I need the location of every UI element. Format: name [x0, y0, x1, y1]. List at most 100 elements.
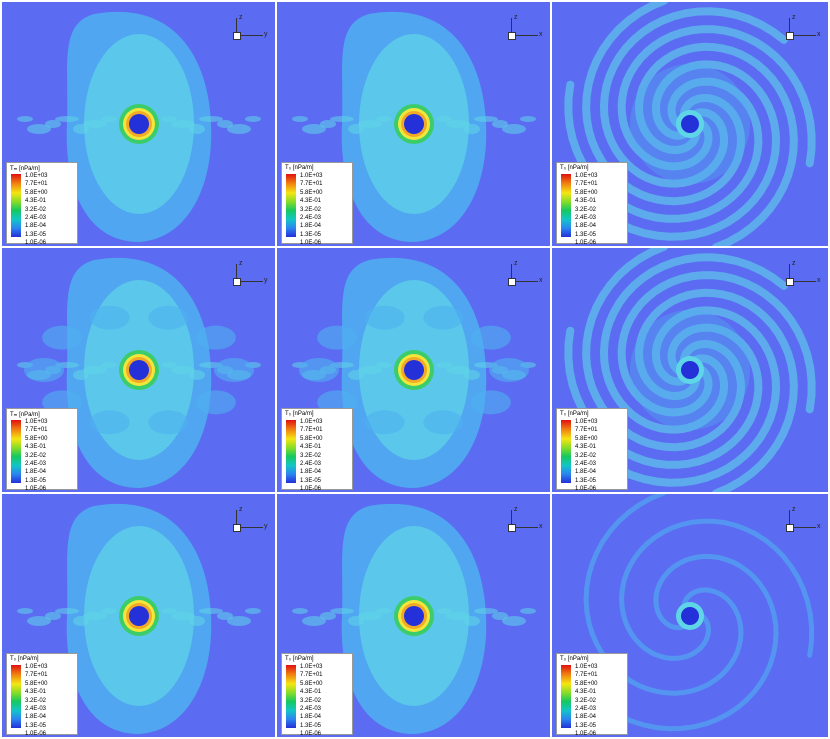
- legend-title: T₀ [nPa/m]: [285, 165, 314, 171]
- legend-tick-label: 1.0E-06: [25, 731, 47, 737]
- legend-ticks: 1.0E+03 7.7E+01 5.8E+00 4.3E-01 3.2E-02 2.4E-…: [300, 172, 323, 246]
- legend-tick-label: 1.3E-05: [575, 477, 597, 484]
- axis-origin-box: [508, 524, 516, 532]
- axis-z-line: [236, 18, 237, 32]
- legend-colorbar: [11, 174, 21, 237]
- legend-title: T₀ [nPa/m]: [560, 411, 589, 417]
- legend-title: T₀ [nPa/m]: [560, 165, 589, 171]
- color-legend-r2c1: Tₘ [nPa/m] 1.0E+03 7.7E+01 5.8E+00 4.3E-01 3.…: [6, 408, 78, 492]
- axis-z-label: z: [792, 14, 796, 21]
- legend-ticks: 1.0E+03 7.7E+01 5.8E+00 4.3E-01 3.2E-02 2.4E-…: [575, 663, 598, 737]
- legend-tick-label: 1.8E-04: [300, 469, 322, 476]
- legend-tick-label: 1.3E-05: [300, 231, 322, 238]
- axis-origin-box: [786, 278, 794, 286]
- legend-tick-label: 7.7E+01: [300, 427, 323, 434]
- axis-horizontal-label: y: [264, 277, 268, 284]
- legend-tick-label: 7.7E+01: [300, 672, 323, 679]
- legend-tick-label: 1.3E-05: [575, 722, 597, 729]
- legend-tick-label: 7.7E+01: [575, 427, 598, 434]
- legend-tick-label: 1.8E-04: [575, 714, 597, 721]
- legend-tick-label: 1.8E-04: [575, 223, 597, 230]
- plot-panel-r1c1: z y Tₘ [nPa/m] 1.0E+03 7.7E+01 5.8E+00 4.3E-01…: [2, 2, 275, 246]
- legend-tick-label: 3.2E-02: [25, 206, 47, 213]
- axis-h-line: [794, 35, 816, 36]
- plot-panel-r3c2: z x T₀ [nPa/m] 1.0E+03 7.7E+01 5.8E+00 4.3E-01…: [277, 494, 550, 737]
- legend-tick-label: 4.3E-01: [575, 198, 597, 205]
- axis-z-line: [789, 18, 790, 32]
- axis-origin-box: [233, 524, 241, 532]
- axis-horizontal-label: x: [817, 277, 821, 284]
- plot-panel-r2c1: z y Tₘ [nPa/m] 1.0E+03 7.7E+01 5.8E+00 4.3E-01…: [2, 248, 275, 492]
- axis-origin-box: [786, 524, 794, 532]
- field-plot-r3c1: [2, 494, 275, 737]
- plot-panel-r3c3: z x T₀ [nPa/m] 1.0E+03 7.7E+01 5.8E+00 4.3E-01…: [552, 494, 828, 737]
- legend-tick-label: 1.3E-05: [25, 231, 47, 238]
- axis-h-line: [516, 35, 538, 36]
- legend-colorbar: [286, 665, 296, 728]
- legend-title: Tₘ [nPa/m]: [10, 166, 40, 172]
- legend-ticks: 1.0E+03 7.7E+01 5.8E+00 4.3E-01 3.2E-02 2.4E-…: [300, 418, 323, 492]
- legend-tick-label: 1.0E+03: [300, 664, 323, 670]
- axis-z-line: [789, 264, 790, 278]
- legend-tick-label: 2.4E-03: [575, 461, 597, 468]
- legend-tick-label: 1.8E-04: [300, 714, 322, 721]
- field-plot-r1c3: [552, 2, 828, 246]
- legend-tick-label: 1.8E-04: [300, 223, 322, 230]
- axis-origin-box: [233, 32, 241, 40]
- color-legend-r3c1: T₀ [nPa/m] 1.0E+03 7.7E+01 5.8E+00 4.3E-01 3.…: [6, 653, 78, 737]
- legend-tick-label: 2.4E-03: [575, 215, 597, 222]
- field-plot-r3c2: [277, 494, 550, 737]
- axis-origin-box: [508, 278, 516, 286]
- legend-tick-label: 7.7E+01: [575, 181, 598, 188]
- legend-tick-label: 1.8E-04: [25, 223, 47, 230]
- axis-horizontal-label: x: [817, 31, 821, 38]
- legend-title: T₀ [nPa/m]: [10, 656, 39, 662]
- axis-h-line: [241, 281, 263, 282]
- legend-title: T₀ [nPa/m]: [285, 656, 314, 662]
- legend-tick-label: 3.2E-02: [300, 452, 322, 459]
- axis-z-line: [789, 510, 790, 524]
- legend-colorbar: [11, 665, 21, 728]
- color-legend-r1c3: T₀ [nPa/m] 1.0E+03 7.7E+01 5.8E+00 4.3E-01 3.…: [556, 162, 628, 246]
- legend-tick-label: 2.4E-03: [575, 706, 597, 713]
- legend-tick-label: 5.8E+00: [575, 435, 598, 442]
- legend-tick-label: 2.4E-03: [300, 706, 322, 713]
- axis-z-line: [236, 264, 237, 278]
- legend-tick-label: 4.3E-01: [25, 689, 47, 696]
- legend-tick-label: 1.3E-05: [300, 477, 322, 484]
- field-plot-r1c1: [2, 2, 275, 246]
- legend-tick-label: 1.0E-06: [25, 486, 47, 492]
- legend-colorbar: [11, 420, 21, 483]
- legend-tick-label: 4.3E-01: [575, 444, 597, 451]
- axis-origin-box: [233, 278, 241, 286]
- legend-tick-label: 1.0E-06: [575, 486, 597, 492]
- plot-panel-r1c2: z x T₀ [nPa/m] 1.0E+03 7.7E+01 5.8E+00 4.3E-01…: [277, 2, 550, 246]
- legend-tick-label: 4.3E-01: [575, 689, 597, 696]
- legend-title: T₀ [nPa/m]: [560, 656, 589, 662]
- legend-tick-label: 2.4E-03: [25, 461, 47, 468]
- legend-tick-label: 5.8E+00: [575, 680, 598, 687]
- legend-tick-label: 5.8E+00: [575, 189, 598, 196]
- legend-tick-label: 4.3E-01: [25, 444, 47, 451]
- legend-tick-label: 1.8E-04: [575, 469, 597, 476]
- legend-tick-label: 3.2E-02: [575, 206, 597, 213]
- legend-tick-label: 3.2E-02: [25, 697, 47, 704]
- legend-tick-label: 5.8E+00: [25, 680, 48, 687]
- legend-colorbar: [561, 665, 571, 728]
- legend-tick-label: 7.7E+01: [25, 181, 48, 188]
- legend-ticks: 1.0E+03 7.7E+01 5.8E+00 4.3E-01 3.2E-02 2.4E-…: [25, 663, 48, 737]
- legend-tick-label: 1.3E-05: [25, 477, 47, 484]
- legend-tick-label: 1.8E-04: [25, 469, 47, 476]
- axis-horizontal-label: x: [817, 523, 821, 530]
- plot-panel-r2c3: z x T₀ [nPa/m] 1.0E+03 7.7E+01 5.8E+00 4.3E-01…: [552, 248, 828, 492]
- legend-ticks: 1.0E+03 7.7E+01 5.8E+00 4.3E-01 3.2E-02 2.4E-…: [575, 172, 598, 246]
- legend-tick-label: 5.8E+00: [25, 189, 48, 196]
- axis-z-label: z: [239, 260, 243, 267]
- legend-tick-label: 1.0E+03: [575, 419, 598, 425]
- legend-ticks: 1.0E+03 7.7E+01 5.8E+00 4.3E-01 3.2E-02 2.4E-…: [25, 172, 48, 246]
- color-legend-r3c2: T₀ [nPa/m] 1.0E+03 7.7E+01 5.8E+00 4.3E-01 3.…: [281, 653, 353, 737]
